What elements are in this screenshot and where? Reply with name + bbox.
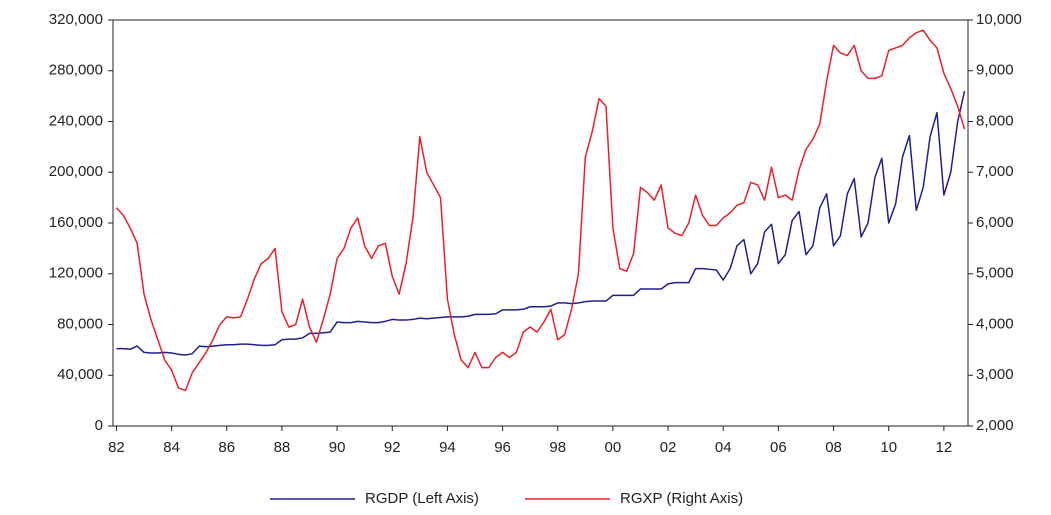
y-tick-label: 280,000: [49, 62, 103, 79]
x-tick-label: 90: [329, 439, 346, 456]
y2-tick-label: 2,000: [976, 417, 1014, 434]
x-tick-label: 84: [163, 439, 180, 456]
y-tick-label: 0: [95, 417, 103, 434]
x-tick-label: 96: [494, 439, 511, 456]
x-tick-label: 04: [715, 439, 732, 456]
x-tick-label: 98: [549, 439, 566, 456]
x-tick-label: 08: [825, 439, 842, 456]
y-tick-label: 80,000: [57, 315, 103, 332]
x-tick-label: 92: [384, 439, 401, 456]
x-tick-label: 02: [660, 439, 677, 456]
x-tick-label: 12: [936, 439, 953, 456]
x-tick-label: 06: [770, 439, 787, 456]
plot-frame: [112, 19, 969, 427]
y2-tick-label: 9,000: [976, 62, 1014, 79]
y-tick-label: 240,000: [49, 112, 103, 129]
y2-tick-label: 10,000: [976, 11, 1022, 28]
series-line: [116, 90, 966, 356]
series-line: [115, 29, 966, 392]
legend-label: RGXP (Right Axis): [620, 490, 743, 507]
y2-tick-label: 7,000: [976, 163, 1014, 180]
y-tick-label: 120,000: [49, 265, 103, 282]
y-tick-label: 160,000: [49, 214, 103, 231]
x-tick-label: 00: [605, 439, 622, 456]
y2-tick-label: 5,000: [976, 265, 1014, 282]
x-tick-label: 86: [218, 439, 235, 456]
x-tick-label: 94: [439, 439, 456, 456]
x-tick-label: 82: [108, 439, 125, 456]
y-tick-label: 40,000: [57, 366, 103, 383]
y-tick-label: 200,000: [49, 163, 103, 180]
x-tick-label: 88: [274, 439, 291, 456]
legend-label: RGDP (Left Axis): [365, 490, 479, 507]
y2-tick-label: 3,000: [976, 366, 1014, 383]
y-tick-label: 320,000: [49, 11, 103, 28]
y2-tick-label: 4,000: [976, 315, 1014, 332]
x-tick-label: 10: [880, 439, 897, 456]
y2-tick-label: 6,000: [976, 214, 1014, 231]
y2-tick-label: 8,000: [976, 112, 1014, 129]
